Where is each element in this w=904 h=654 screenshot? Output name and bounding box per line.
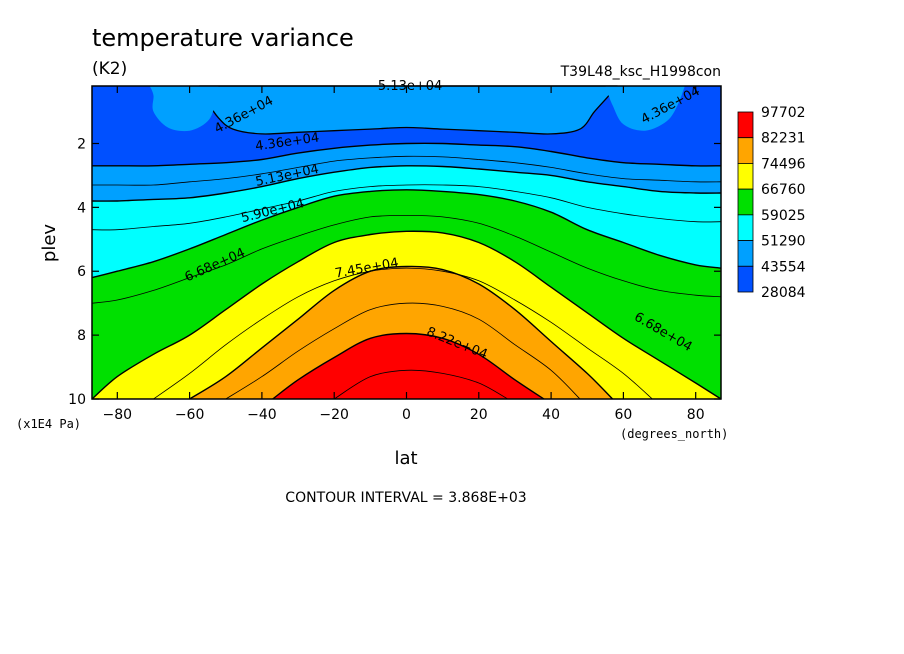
y-tick-label: 2 xyxy=(77,136,86,152)
case-name: T39L48_ksc_H1998con xyxy=(560,64,721,80)
contour-line-51290 xyxy=(91,165,722,202)
y-tick-label: 4 xyxy=(77,200,86,216)
x-tick-label: −40 xyxy=(247,407,277,423)
x-tick-label: −80 xyxy=(103,407,133,423)
upper-light-region xyxy=(199,85,618,135)
y-tick-label: 6 xyxy=(77,264,86,280)
contour-line-74496 xyxy=(189,265,614,400)
legend-swatch xyxy=(737,214,754,241)
x-tick-label: −20 xyxy=(319,407,349,423)
contour-line-55157 xyxy=(91,184,722,231)
band-74496 xyxy=(189,266,613,399)
legend-level-label: 43554 xyxy=(761,259,806,275)
contour-label-text: 5.13e+04 xyxy=(378,79,442,94)
legend-level-label: 97702 xyxy=(761,105,806,121)
y-units-label: (x1E4 Pa) xyxy=(16,417,81,431)
contour-lines xyxy=(91,142,722,400)
x-units-label: (degrees_north) xyxy=(620,427,728,441)
legend-level-label: 28084 xyxy=(761,285,806,301)
x-tick-label: −60 xyxy=(175,407,205,423)
contour-line-62893 xyxy=(91,214,722,304)
x-tick-label: 0 xyxy=(402,407,411,423)
legend-swatch xyxy=(737,240,754,267)
color-legend: 97702 82231 74496 66760 59025 51290 43554 28084 xyxy=(737,105,806,301)
legend-level-label: 66760 xyxy=(761,182,806,198)
x-tick-label: 40 xyxy=(542,407,560,423)
upper-light-pocket-0 xyxy=(149,86,219,132)
chart-title: temperature variance xyxy=(92,24,354,52)
contour-line-82231 xyxy=(333,369,508,400)
y-tick-label: 8 xyxy=(77,328,86,344)
legend-swatch xyxy=(737,163,754,190)
chart-units: (K2) xyxy=(92,59,127,79)
x-axis-title: lat xyxy=(394,448,417,469)
x-tick-label: 20 xyxy=(470,407,488,423)
legend-swatch xyxy=(737,265,754,293)
legend-swatch xyxy=(737,111,754,139)
legend-swatch xyxy=(737,188,754,216)
contour-line-59025 xyxy=(91,189,722,279)
legend-level-label: 74496 xyxy=(761,156,806,172)
contour-label-0: 5.13e+04 xyxy=(378,79,442,94)
x-tick-label: 60 xyxy=(614,407,632,423)
legend-level-label: 59025 xyxy=(761,208,806,224)
legend-level-label: 51290 xyxy=(761,234,806,250)
x-axis: −80 −60 −40 −20 0 20 40 60 80 xyxy=(103,86,705,423)
legend-swatch xyxy=(737,137,754,164)
contour-fills xyxy=(92,85,721,399)
contour-line-47422 xyxy=(91,155,722,186)
contour-interval-text: CONTOUR INTERVAL = 3.868E+03 xyxy=(285,490,526,506)
contour-line-82231 xyxy=(272,332,545,400)
contour-line-70628 xyxy=(153,267,653,400)
band-82231 xyxy=(272,333,544,399)
contour-line-78363 xyxy=(225,302,581,400)
contour-line-66760 xyxy=(91,230,722,400)
upper-light-pocket-1 xyxy=(605,86,685,131)
contour-line-43554 xyxy=(92,142,722,167)
y-axis: 2 4 6 8 10 xyxy=(68,136,721,408)
y-axis-title: plev xyxy=(39,224,60,263)
legend-level-label: 82231 xyxy=(761,131,806,147)
x-tick-label: 80 xyxy=(687,407,705,423)
y-tick-label: 10 xyxy=(68,392,86,408)
